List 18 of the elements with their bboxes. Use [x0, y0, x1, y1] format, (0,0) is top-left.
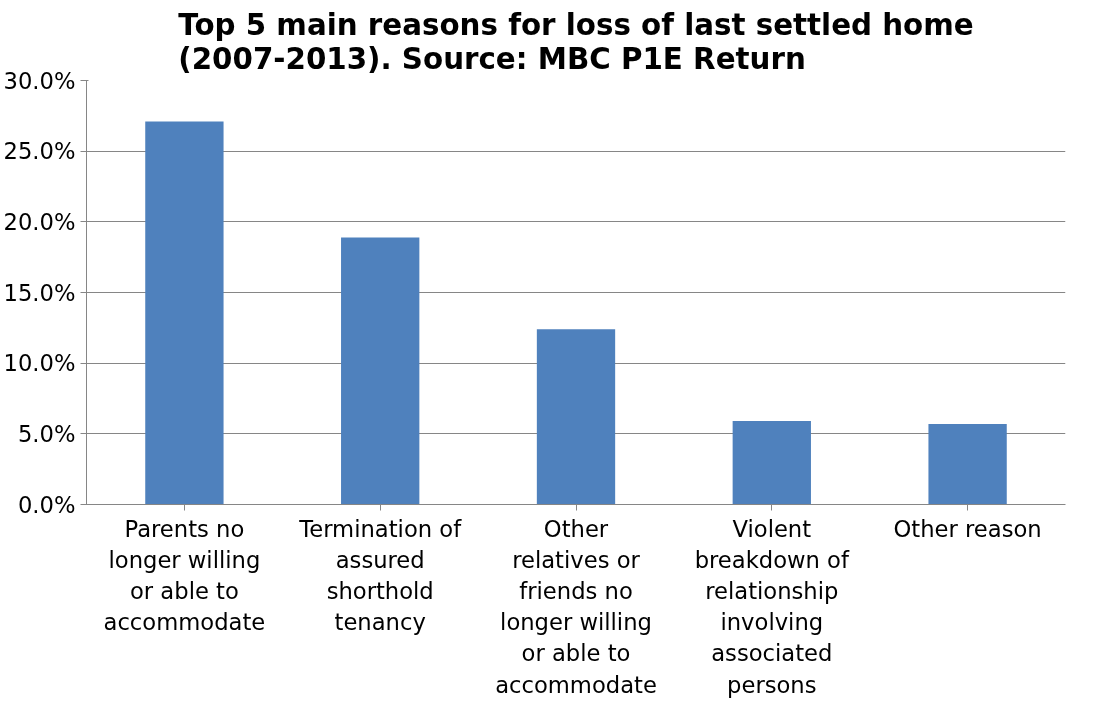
- y-tick-label: 30.0%: [3, 67, 76, 94]
- bar: [536, 329, 616, 505]
- y-tick-label: 0.0%: [17, 491, 76, 518]
- x-tick-label: Termination of assured shorthold tenancy: [298, 515, 463, 636]
- y-tick-label: 20.0%: [3, 208, 76, 235]
- bar: [341, 237, 420, 505]
- y-tick-label: 5.0%: [17, 420, 76, 447]
- x-tick-label: Violent breakdown of relationship involving associated persons: [694, 515, 850, 698]
- x-tick-label: Parents no longer willing or able to accommodate: [103, 515, 266, 636]
- x-tick-label: Other reason: [893, 515, 1042, 542]
- y-tick-label: 10.0%: [3, 350, 76, 377]
- chart-title: Top 5 main reasons for loss of last settled home (2007-2013). Source: MBC P1E Return: [178, 7, 974, 76]
- y-tick-label: 25.0%: [3, 138, 76, 165]
- bar: [732, 421, 811, 505]
- x-tick-label: Other relatives or friends no longer willing or able to accommodate: [495, 515, 657, 698]
- y-tick-label: 15.0%: [3, 279, 76, 306]
- bar: [145, 121, 224, 505]
- bar: [928, 423, 1007, 505]
